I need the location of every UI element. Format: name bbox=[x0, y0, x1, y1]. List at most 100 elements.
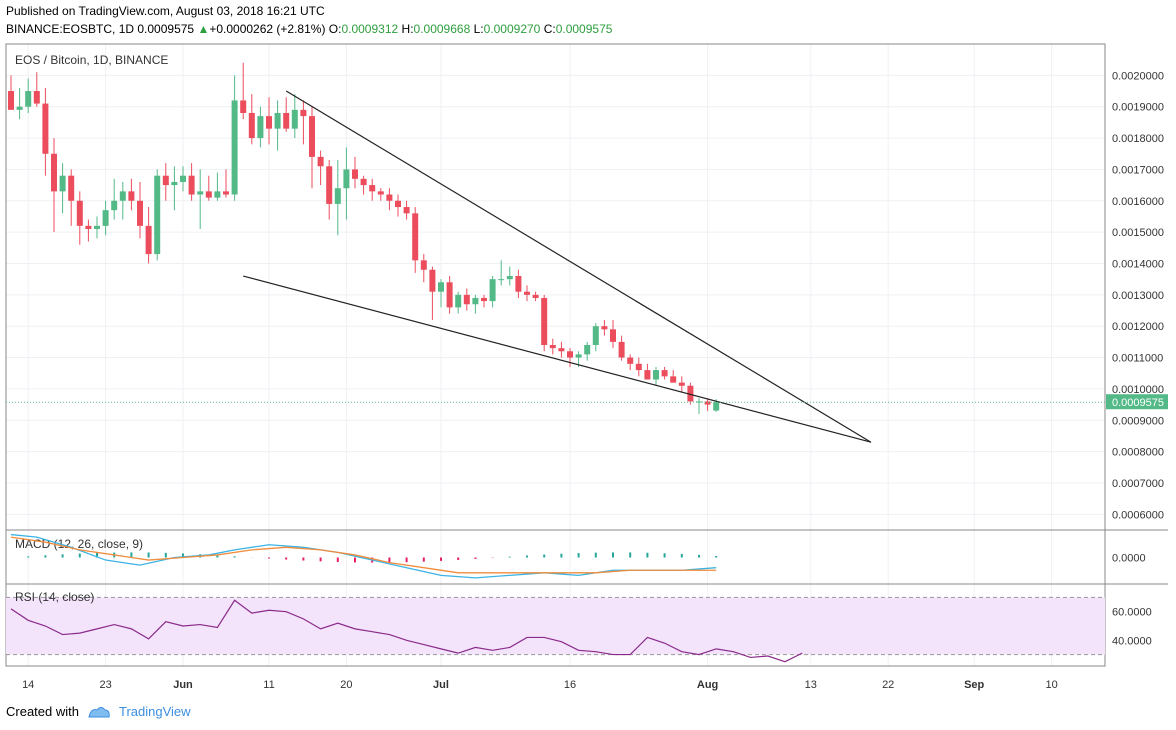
price-tick-label: 0.0011000 bbox=[1112, 353, 1163, 365]
price-tick-label: 0.0015000 bbox=[1112, 227, 1164, 239]
symbol-ohlc-line: BINANCE:EOSBTC, 1D 0.0009575 ▲+0.0000262… bbox=[6, 22, 612, 36]
candle-body bbox=[360, 178, 367, 186]
candle-body bbox=[661, 370, 668, 377]
candle-body bbox=[446, 282, 453, 308]
low-label: L: bbox=[473, 22, 484, 36]
candle-body bbox=[68, 175, 75, 201]
candle-body bbox=[25, 91, 32, 107]
time-tick-label: 16 bbox=[564, 679, 576, 691]
candle-body bbox=[489, 279, 496, 302]
candle-body bbox=[541, 297, 548, 346]
candle-body bbox=[386, 194, 393, 201]
price-tick-label: 0.0020000 bbox=[1112, 70, 1164, 82]
published-line: Published on TradingView.com, August 03,… bbox=[6, 4, 325, 18]
time-tick-label: 11 bbox=[263, 679, 274, 691]
time-tick-label: 23 bbox=[99, 679, 111, 691]
candle-body bbox=[584, 345, 591, 355]
candle-body bbox=[291, 109, 298, 129]
candle-body bbox=[687, 385, 694, 402]
candle-body bbox=[567, 351, 573, 358]
candle-body bbox=[283, 112, 290, 129]
chart-title: EOS / Bitcoin, 1D, BINANCE bbox=[15, 53, 168, 67]
chart-area[interactable]: 0.0020000 0.0019000 0.0018000 0.0017000 0.00… bbox=[0, 40, 1176, 700]
change: +0.0000262 (+2.81%) bbox=[209, 22, 326, 36]
candle-body bbox=[162, 175, 169, 186]
candle-body bbox=[119, 191, 126, 201]
candle-body bbox=[352, 169, 358, 179]
candle-body bbox=[33, 91, 40, 104]
candle-body bbox=[137, 200, 143, 226]
candle-body bbox=[575, 354, 582, 358]
candle-body bbox=[627, 357, 634, 364]
macd-tick-label: 0.0000 bbox=[1112, 553, 1146, 565]
time-tick-label: Sep bbox=[964, 679, 984, 691]
price-tick-label: 0.0009000 bbox=[1112, 415, 1164, 427]
price-tick-label: 0.0013000 bbox=[1112, 290, 1164, 302]
candle-body bbox=[94, 225, 100, 229]
candle-body bbox=[592, 326, 599, 346]
time-tick-label: 13 bbox=[805, 679, 817, 691]
price-tick-label: 0.0017000 bbox=[1112, 164, 1164, 176]
last-price-label: 0.0009575 bbox=[1112, 397, 1164, 409]
time-tick-label: Jul bbox=[433, 679, 449, 691]
candle-body bbox=[16, 106, 23, 110]
candle-body bbox=[377, 191, 384, 195]
rsi-band bbox=[6, 597, 1105, 655]
rsi-line bbox=[10, 599, 803, 663]
rsi-title: RSI (14, close) bbox=[15, 590, 94, 604]
candle-body bbox=[455, 294, 462, 308]
trendline bbox=[243, 275, 872, 443]
time-tick-label: Aug bbox=[697, 679, 718, 691]
signal-line bbox=[10, 536, 717, 574]
candle-body bbox=[76, 200, 83, 226]
candle-body bbox=[601, 326, 608, 330]
candle-body bbox=[472, 297, 479, 305]
last-price-badge bbox=[1106, 394, 1168, 410]
candle-body bbox=[481, 297, 487, 302]
candle-body bbox=[205, 191, 212, 198]
candle-body bbox=[240, 100, 247, 113]
trendline bbox=[285, 90, 872, 443]
candle-body bbox=[317, 156, 324, 167]
candle-body bbox=[653, 370, 659, 380]
macd-title: MACD (12, 26, close, 9) bbox=[15, 537, 143, 551]
chart-svg[interactable]: 0.0020000 0.0019000 0.0018000 0.0017000 0.00… bbox=[0, 40, 1176, 700]
candle-body bbox=[532, 294, 539, 298]
open-label: O: bbox=[328, 22, 342, 36]
candle-body bbox=[223, 191, 229, 195]
candle-body bbox=[51, 153, 57, 192]
candle-body bbox=[412, 213, 419, 261]
time-tick-label: 14 bbox=[22, 679, 34, 691]
candle-body bbox=[635, 363, 642, 371]
candle-body bbox=[42, 103, 49, 154]
candle-body bbox=[231, 100, 238, 195]
candle-body bbox=[558, 348, 565, 352]
candle-body bbox=[369, 185, 376, 192]
candle-body bbox=[420, 260, 427, 270]
candle-body bbox=[403, 207, 410, 214]
candle-body bbox=[180, 175, 186, 182]
candle-body bbox=[438, 282, 444, 292]
candle-body bbox=[610, 329, 616, 342]
price-tick-label: 0.0012000 bbox=[1112, 321, 1164, 333]
candle-body bbox=[395, 200, 401, 208]
candle-body bbox=[197, 191, 204, 195]
candle-body bbox=[257, 116, 264, 139]
time-tick-label: 22 bbox=[882, 679, 894, 691]
price-tick-label: 0.0007000 bbox=[1112, 478, 1164, 490]
candle-body bbox=[274, 112, 281, 129]
created-with-label: Created with bbox=[6, 704, 79, 719]
candle-body bbox=[59, 175, 66, 192]
price-tick-label: 0.0019000 bbox=[1112, 102, 1164, 114]
price-tick-label: 0.0008000 bbox=[1112, 447, 1164, 459]
candle-body bbox=[463, 294, 470, 305]
price-tick-label: 0.0018000 bbox=[1112, 133, 1164, 145]
tradingview-brand[interactable]: TradingView bbox=[118, 704, 191, 719]
candle-body bbox=[248, 112, 255, 139]
candle-body bbox=[214, 191, 221, 198]
candle-body bbox=[644, 370, 651, 380]
up-arrow-icon: ▲ bbox=[197, 22, 210, 36]
candle-body bbox=[300, 109, 307, 117]
candle-body bbox=[704, 401, 711, 405]
candle-body bbox=[128, 191, 135, 201]
